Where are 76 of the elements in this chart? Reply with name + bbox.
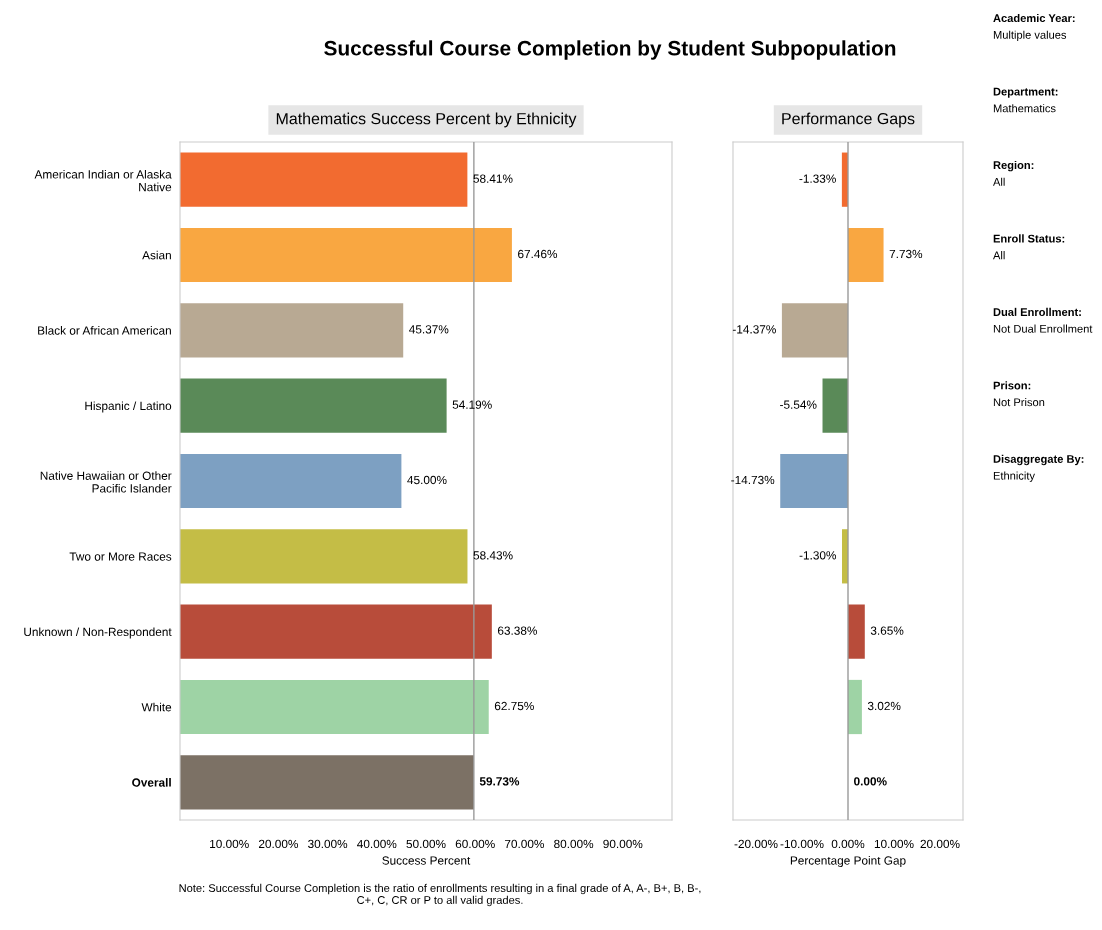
x-tick-label: -10.00% [780, 839, 824, 849]
text: Dual Enrollment: [993, 307, 1081, 316]
text: Not Dual Enrollment [993, 324, 1093, 333]
x-tick-label: 40.00% [357, 839, 397, 849]
text: Enroll Status: [993, 234, 1065, 243]
x-tick-label: 20.00% [258, 839, 298, 849]
y-tick-label: Black or African American [38, 326, 171, 335]
data-label: 58.41% [473, 174, 513, 183]
data-label: 3.02% [867, 701, 901, 711]
data-label: 3.65% [870, 626, 904, 635]
data-label: 62.75% [494, 701, 534, 711]
bar [180, 755, 474, 810]
y-tick-label: White [141, 702, 172, 712]
bar [180, 529, 468, 584]
y-tick-label: Asian [142, 250, 171, 260]
bar [180, 152, 468, 207]
x-tick-label: 0.00% [831, 839, 865, 849]
text: All [993, 251, 1005, 260]
data-label: -14.37% [732, 325, 776, 334]
bar [822, 378, 848, 433]
bar [780, 453, 848, 509]
x-tick-label: 10.00% [210, 839, 249, 849]
y-tick-label: American Indian or Alaska Native [34, 169, 172, 192]
data-label: 63.38% [497, 626, 538, 635]
text: Multiple values [993, 30, 1067, 42]
chart-title: Performance Gaps [782, 112, 915, 128]
text: Department: [993, 87, 1058, 98]
text: Academic Year: [993, 13, 1075, 23]
data-label: 0.00% [854, 777, 887, 786]
text: Mathematics [993, 104, 1056, 113]
data-label: 54.19% [452, 400, 492, 409]
data-label: -14.73% [731, 475, 775, 485]
x-tick-label: 90.00% [603, 839, 643, 849]
bar [180, 679, 489, 735]
bar [180, 227, 512, 283]
data-label: 45.00% [407, 475, 447, 485]
data-label: 58.43% [473, 551, 513, 560]
data-label: 59.73% [479, 777, 520, 786]
bar [180, 378, 447, 433]
x-axis-title: Success Percent [382, 856, 471, 865]
bar [180, 303, 404, 358]
text: Ethnicity [993, 471, 1035, 482]
text: Prison: [993, 381, 1031, 390]
data-label: -5.54% [780, 400, 817, 409]
x-tick-label: 10.00% [874, 839, 914, 849]
x-tick-label: 60.00% [455, 839, 495, 849]
chart-title: Successful Course Completion by Student Subpopulation [324, 40, 896, 60]
data-label: 67.46% [518, 249, 558, 259]
x-tick-label: 20.00% [920, 839, 960, 849]
data-label: 7.73% [889, 249, 923, 259]
y-tick-label: Native Hawaiian or Other Pacific Islander [40, 471, 172, 493]
x-tick-label: 80.00% [554, 839, 594, 849]
y-tick-label: Overall [132, 778, 171, 787]
bar [180, 604, 492, 659]
bar [781, 303, 848, 358]
x-tick-label: 70.00% [504, 839, 544, 849]
text: Not Prison [993, 398, 1045, 407]
data-label: -1.30% [799, 551, 837, 560]
data-label: -1.33% [799, 174, 836, 183]
y-tick-label: Hispanic / Latino [85, 401, 172, 413]
chart-subtitle: Mathematics Success Percent by Ethnicity [276, 112, 577, 128]
text: All [993, 177, 1005, 186]
y-tick-label: Unknown / Non-Respondent [24, 627, 172, 639]
y-tick-label: Two or More Races [69, 552, 172, 561]
bar [180, 453, 402, 509]
bar [848, 679, 862, 735]
data-label: 45.37% [409, 325, 449, 334]
text: Note: Successful Course Completion is the ratio of enrollments resulting in a final grade of A, A-, B+, B, B-, C+, C, CR or P to all valid grades. [179, 883, 701, 907]
text: Region: [993, 160, 1034, 172]
x-tick-label: -20.00% [734, 839, 778, 849]
text: Disaggregate By: [993, 454, 1084, 466]
x-tick-label: 30.00% [308, 839, 348, 849]
bar [848, 227, 884, 283]
x-axis-title: Percentage Point Gap [790, 856, 906, 868]
bar [848, 604, 865, 659]
x-tick-label: 50.00% [406, 839, 446, 849]
